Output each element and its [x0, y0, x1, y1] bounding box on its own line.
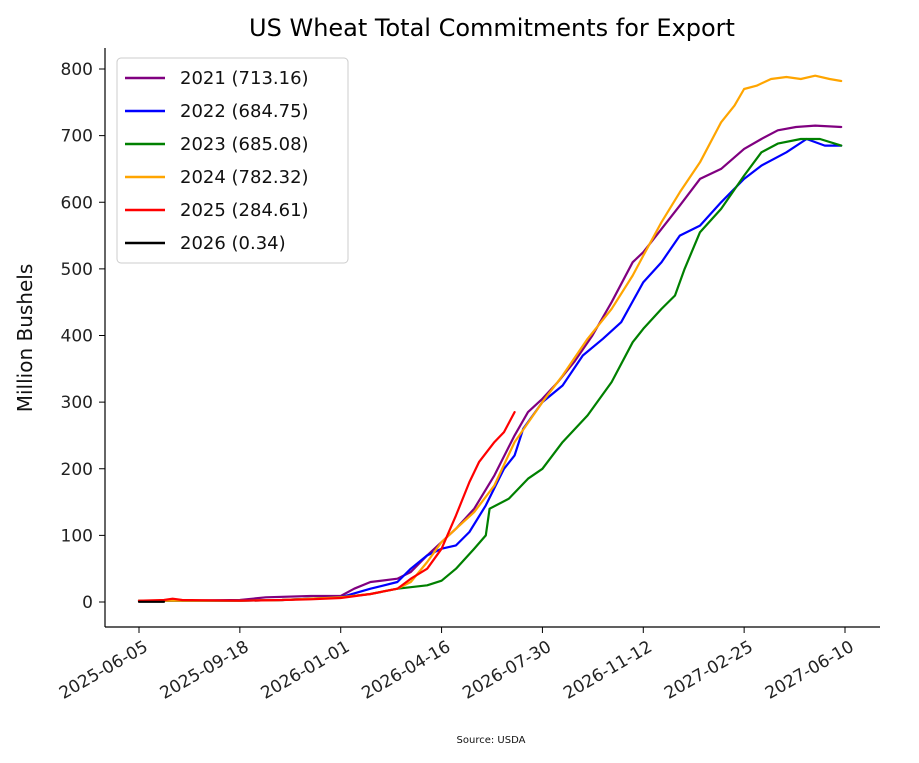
legend-label: 2022 (684.75) [180, 101, 309, 122]
y-tick-label: 800 [61, 60, 93, 80]
y-tick-label: 100 [61, 526, 93, 546]
chart-title: US Wheat Total Commitments for Export [249, 14, 735, 42]
legend-box [116, 57, 349, 264]
legend-label: 2023 (685.08) [180, 134, 309, 155]
source-note: Source: USDA [457, 735, 526, 746]
y-tick-label: 700 [61, 127, 93, 147]
series-lines [137, 74, 843, 603]
y-axis-ticks: 0 100 200 300 400 500 600 700 800 [61, 60, 105, 613]
x-tick-label: 2025-09-18 [157, 637, 253, 704]
series-line-2021 [137, 124, 843, 602]
x-tick-label: 2026-04-16 [359, 637, 455, 704]
legend-label: 2021 (713.16) [180, 68, 309, 89]
x-tick-label: 2026-01-01 [258, 637, 354, 704]
legend-label: 2025 (284.61) [180, 200, 309, 221]
series-line-2025 [137, 411, 516, 602]
y-tick-label: 200 [61, 460, 93, 480]
legend-label: 2024 (782.32) [180, 167, 309, 188]
x-tick-label: 2025-06-05 [56, 637, 152, 704]
x-tick-label: 2026-11-12 [560, 637, 656, 704]
y-tick-label: 0 [82, 593, 93, 613]
legend-label: 2026 (0.34) [180, 233, 286, 254]
y-tick-label: 400 [61, 327, 93, 347]
y-axis-label: Million Bushels [13, 264, 37, 413]
x-tick-label: 2027-02-25 [661, 637, 757, 704]
y-tick-label: 600 [61, 193, 93, 213]
y-tick-label: 500 [61, 260, 93, 280]
x-tick-label: 2026-07-30 [459, 637, 555, 704]
x-tick-label: 2027-06-10 [762, 637, 858, 704]
x-axis-ticks: 2025-06-05 2025-09-18 2026-01-01 2026-04-16… [56, 627, 858, 704]
y-tick-label: 300 [61, 393, 93, 413]
legend: 2021 (713.16) 2022 (684.75) 2023 (685.08) 2… [116, 57, 349, 264]
